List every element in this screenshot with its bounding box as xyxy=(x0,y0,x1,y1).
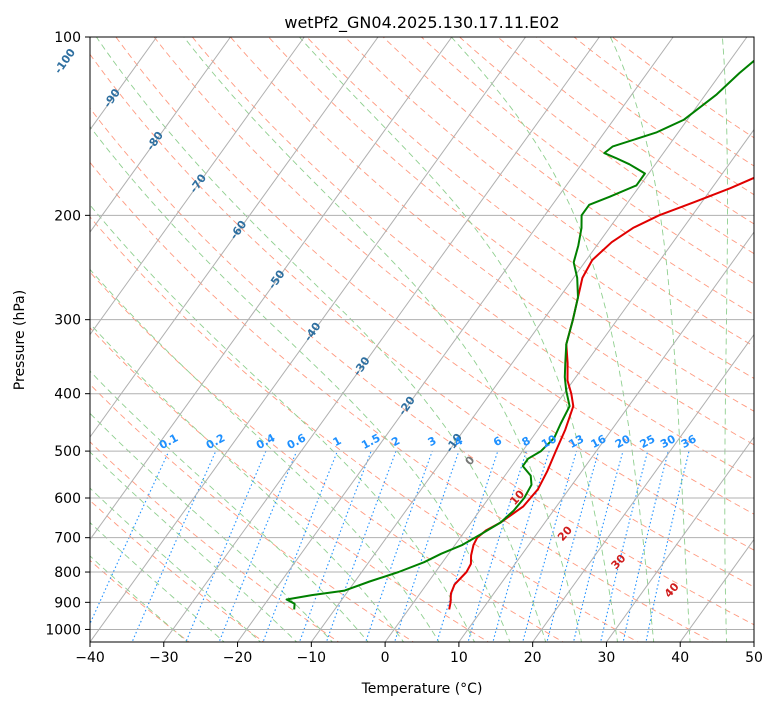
plot-frame xyxy=(89,36,755,643)
isotherm-line xyxy=(310,37,748,642)
y-tick-label: 800 xyxy=(54,565,81,581)
dry-adiabat xyxy=(90,327,490,642)
isotherm-line xyxy=(90,37,231,233)
x-tick-label: 40 xyxy=(671,650,689,666)
y-tick-label: 700 xyxy=(54,531,81,547)
mixing-ratio-label: 30 xyxy=(658,432,678,451)
moist-adiabat xyxy=(90,204,476,642)
mixing-ratio-line xyxy=(546,450,600,642)
dry-adiabat xyxy=(153,37,754,515)
isotherm-line xyxy=(532,333,754,642)
x-axis-title: Temperature (°C) xyxy=(361,681,483,697)
y-tick-label: 200 xyxy=(54,208,81,224)
y-axis-title: Pressure (hPa) xyxy=(12,290,28,390)
y-tick-label: 500 xyxy=(54,444,81,460)
mixing-ratio-line xyxy=(365,450,433,642)
mixing-ratio-line xyxy=(622,450,669,642)
dry-adiabat xyxy=(306,37,754,379)
isotherm-line xyxy=(90,37,379,438)
y-tick-label: 400 xyxy=(54,387,81,403)
mixing-ratio-line xyxy=(299,450,372,642)
isotherm-line xyxy=(237,37,674,642)
chart-title: wetPf2_GN04.2025.130.17.11.E02 xyxy=(284,13,559,33)
mixing-ratio-line xyxy=(218,450,298,642)
x-tick-label: 0 xyxy=(381,650,390,666)
dry-adiabat xyxy=(90,53,754,588)
isotherm-line xyxy=(163,37,600,642)
isotherm-line xyxy=(606,436,754,642)
dry-adiabat xyxy=(191,37,754,480)
mixing-ratio-line xyxy=(436,450,499,642)
y-tick-label: 900 xyxy=(54,595,81,611)
x-tick-label: 10 xyxy=(450,650,468,666)
mixing-ratio-line xyxy=(185,450,267,642)
isotherm-line xyxy=(458,231,754,642)
dewpoint-profile-line xyxy=(285,59,754,610)
dry-adiabat xyxy=(115,37,754,551)
dry-adiabat xyxy=(382,37,754,316)
mixing-ratio-line xyxy=(572,450,624,642)
y-tick-label: 600 xyxy=(54,491,81,507)
y-tick-label: 1000 xyxy=(45,622,81,638)
mixing-ratio-line xyxy=(492,450,550,642)
mixing-ratio-line xyxy=(600,450,649,642)
mixing-ratio-line xyxy=(522,450,578,642)
mixing-ratio-label: 20 xyxy=(613,432,633,451)
isotherm-line xyxy=(679,538,754,642)
x-tick-label: −40 xyxy=(75,650,105,666)
isotherm-line xyxy=(384,128,754,642)
x-tick-label: 30 xyxy=(598,650,616,666)
x-tick-label: 20 xyxy=(524,650,542,666)
mixing-ratio-label: 13 xyxy=(567,432,587,451)
moist-adiabat xyxy=(90,370,369,642)
mixing-ratio-line xyxy=(325,450,397,642)
mixing-ratio-label: 25 xyxy=(638,432,658,451)
x-tick-label: 50 xyxy=(745,650,763,666)
x-tick-label: −20 xyxy=(223,650,253,666)
isotherm-line xyxy=(90,37,527,642)
dry-adiabat xyxy=(90,161,714,642)
dry-adiabat xyxy=(344,37,754,347)
dry-adiabat xyxy=(90,383,415,642)
mixing-ratio-line xyxy=(394,450,460,642)
mixing-ratio-line xyxy=(645,450,690,642)
x-tick-label: −10 xyxy=(297,650,327,666)
y-tick-label: 300 xyxy=(54,313,81,329)
mixing-ratio-label: 10 xyxy=(539,432,559,451)
mixing-ratio-label: 16 xyxy=(589,432,609,451)
isotherm-line xyxy=(90,37,453,541)
isotherm-line xyxy=(90,37,305,336)
mixing-ratio-label: 36 xyxy=(679,432,699,451)
y-tick-label: 100 xyxy=(54,30,81,46)
x-tick-label: −30 xyxy=(149,650,179,666)
